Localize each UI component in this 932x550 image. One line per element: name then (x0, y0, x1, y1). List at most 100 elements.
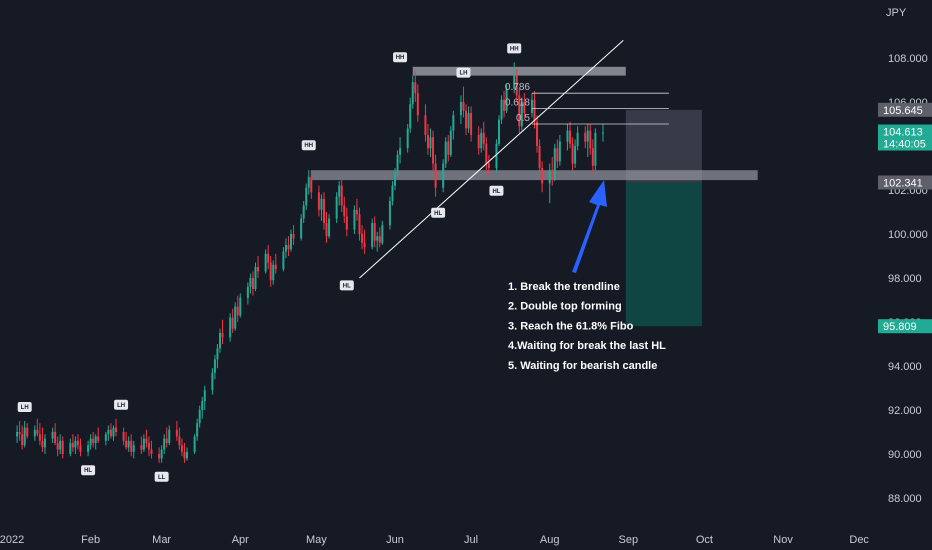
candle-body (594, 132, 597, 166)
candle (168, 425, 171, 446)
x-axis-tick: May (306, 534, 327, 546)
candle (523, 93, 526, 120)
candle (264, 249, 267, 274)
structure-marker: HL (339, 280, 354, 291)
price-label-text: 104.613 (883, 127, 923, 139)
candle (556, 139, 559, 168)
candle (305, 183, 308, 210)
fib-level-label: 0.618 (505, 98, 530, 109)
candle-body (59, 440, 62, 450)
candle (132, 440, 135, 459)
candle-body (142, 438, 145, 450)
candle (23, 421, 26, 448)
take-profit-box (625, 182, 702, 327)
candle (221, 319, 224, 344)
candle (211, 368, 214, 395)
candle-body (79, 445, 82, 452)
candle (566, 124, 569, 151)
candle (16, 425, 19, 443)
candle-body (378, 236, 381, 243)
candle-body (343, 205, 346, 217)
candle-body (322, 198, 325, 223)
candle (269, 256, 272, 287)
candle (92, 432, 95, 448)
candle (361, 225, 364, 250)
structure-marker-label: HL (343, 283, 351, 289)
candle (282, 247, 285, 272)
candle-body (556, 148, 559, 162)
candle (487, 154, 490, 177)
candle-body (536, 121, 539, 146)
candle (513, 62, 516, 94)
price-label-text: 105.645 (883, 105, 923, 117)
structure-marker-box (81, 465, 96, 476)
candle (21, 425, 24, 450)
candle-body (211, 372, 214, 391)
candle (569, 121, 572, 149)
candle (409, 97, 412, 133)
blue-arrow (572, 180, 607, 273)
candle (515, 69, 518, 102)
structure-marker-box (114, 399, 129, 410)
candle (541, 161, 544, 193)
structure-marker-box (339, 280, 354, 291)
candle-body (505, 88, 508, 111)
candle-body (414, 82, 417, 94)
candle (150, 440, 153, 459)
candle-body (459, 102, 462, 116)
candle (373, 216, 376, 248)
candle (571, 137, 574, 171)
candle-body (497, 119, 500, 144)
candle (107, 425, 110, 441)
price-label-box (878, 124, 932, 151)
candle-body (376, 236, 379, 241)
y-axis-tick: 108.000 (888, 53, 928, 65)
candle (538, 139, 541, 175)
candle (388, 196, 391, 230)
candle-body (236, 306, 239, 316)
structure-marker-box (431, 207, 446, 218)
candle (584, 126, 587, 149)
candle (574, 139, 577, 168)
price-label: 105.645 (878, 102, 932, 117)
candle-body (292, 234, 295, 239)
candle (104, 432, 107, 446)
structure-marker-box (507, 43, 522, 54)
structure-marker: LH (114, 399, 129, 410)
candle-body (269, 262, 272, 281)
candle (576, 126, 579, 151)
candle (477, 126, 480, 155)
candle-body (229, 317, 232, 338)
candle-body (112, 427, 115, 437)
candle-body (125, 440, 128, 448)
candle (328, 214, 331, 239)
candle-body (388, 201, 391, 226)
price-label-text: 95.809 (883, 321, 917, 333)
candle (186, 447, 189, 461)
candle-body (432, 137, 435, 164)
candle-body (218, 333, 221, 349)
candle-body (69, 443, 72, 454)
structure-marker-box (154, 471, 169, 482)
candle (482, 121, 485, 151)
candle (355, 198, 358, 221)
candle-body (43, 438, 46, 448)
x-axis-tick: 2022 (0, 534, 24, 546)
price-label: 95.809 (878, 319, 932, 334)
candle-body (147, 443, 150, 450)
candle (376, 231, 379, 252)
price-label-text: 102.341 (883, 177, 923, 189)
candle (520, 97, 523, 131)
candle (61, 436, 64, 459)
candle (127, 436, 130, 452)
candle-body (551, 170, 554, 179)
candle (274, 253, 277, 274)
candle-body (449, 130, 452, 155)
y-axis-tick: 98.000 (888, 273, 922, 285)
candle-body (338, 185, 341, 197)
price-label: 102.341 (878, 175, 932, 190)
fib-level-label: 0.5 (516, 113, 530, 124)
candle-body (574, 146, 577, 164)
